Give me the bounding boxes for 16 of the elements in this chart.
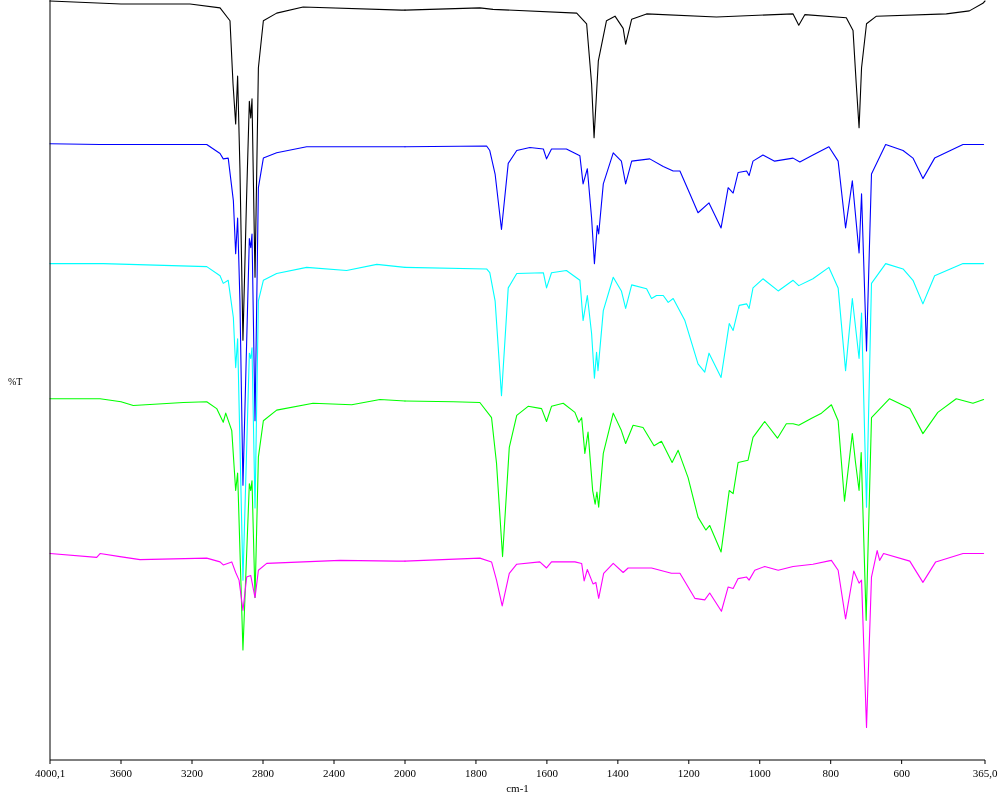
x-tick-label: 800 xyxy=(822,767,840,779)
x-tick-label: 600 xyxy=(893,767,911,779)
y-axis-title: %T xyxy=(8,375,23,387)
x-tick-label: 1000 xyxy=(748,767,772,779)
x-tick-label: 3600 xyxy=(110,767,133,779)
x-tick-label: 2800 xyxy=(252,767,275,779)
x-tick-label: 3200 xyxy=(181,767,204,779)
x-axis-title: cm-1 xyxy=(506,782,529,794)
x-tick-label: 1400 xyxy=(606,767,630,779)
x-tick-label: 365,0 xyxy=(972,767,998,779)
x-tick-label: 1600 xyxy=(535,767,559,779)
x-tick-label: 2000 xyxy=(394,767,417,779)
x-tick-label: 2400 xyxy=(323,767,346,779)
x-tick-label: 4000,1 xyxy=(34,767,66,779)
x-tick-label: 1200 xyxy=(677,767,701,779)
x-tick-label: 1800 xyxy=(464,767,488,779)
